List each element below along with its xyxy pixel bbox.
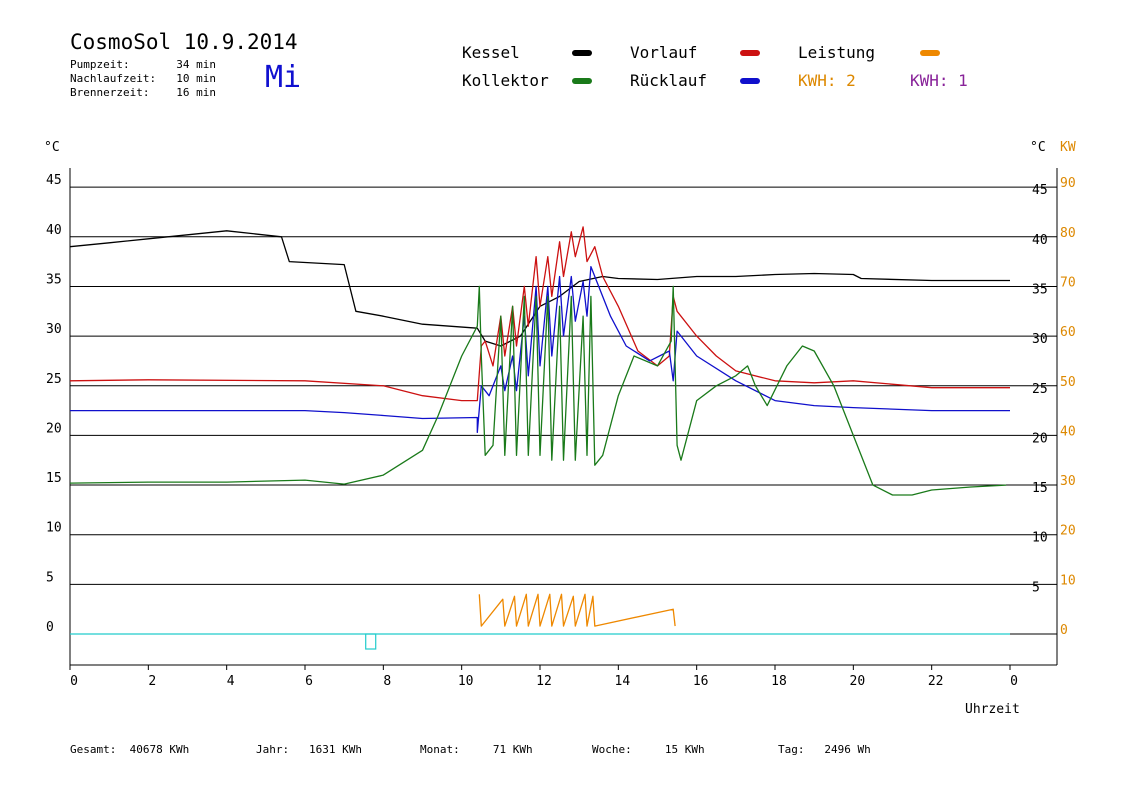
x-tick-label: 0 — [1010, 674, 1018, 689]
x-tick-label: 18 — [771, 674, 787, 689]
legend-kollektor-swatch — [572, 78, 592, 84]
legend-kollektor: Kollektor — [462, 71, 549, 90]
weekday-label: Mi — [265, 60, 302, 95]
legend-leistung-swatch — [920, 50, 940, 56]
y-tick-label-left: 25 — [46, 372, 62, 387]
series-line-vorlauf — [69, 226, 1010, 402]
x-tick-label: 12 — [536, 674, 552, 689]
y-tick-label-left: 35 — [46, 272, 62, 287]
legend-vorlauf: Vorlauf — [630, 43, 698, 62]
kw-unit-label: KW — [1060, 140, 1076, 155]
y-tick-label-kw: 70 — [1060, 275, 1076, 290]
kwh-left-label: KWH: 2 — [798, 71, 856, 90]
x-tick-label: 10 — [458, 674, 474, 689]
series-line-leistung — [478, 593, 676, 627]
y-tick-label-left: 10 — [46, 521, 62, 536]
footer-woche: Woche: 15 KWh — [592, 743, 705, 756]
footer-jahr: Jahr: 1631 KWh — [256, 743, 362, 756]
x-tick-label: 6 — [305, 674, 313, 689]
footer-tag: Tag: 2496 Wh — [778, 743, 871, 756]
info-row-nachlaufzeit: Nachlaufzeit: 10 min — [70, 72, 216, 85]
legend-vorlauf-swatch — [740, 50, 760, 56]
y-tick-label-left: 30 — [46, 322, 62, 337]
x-tick-label: 2 — [148, 674, 156, 689]
x-tick-label: 8 — [383, 674, 391, 689]
series-line-kollektor — [69, 285, 1007, 496]
legend-ruecklauf: Rücklauf — [630, 71, 708, 90]
y-tick-label-left: 15 — [46, 471, 62, 486]
y-tick-label-right: 10 — [1032, 531, 1048, 546]
y-tick-label-right: 40 — [1032, 233, 1048, 248]
y-tick-label-right: 25 — [1032, 382, 1048, 397]
footer-monat: Monat: 71 KWh — [420, 743, 533, 756]
footer-gesamt: Gesamt: 40678 KWh — [70, 743, 190, 756]
y-tick-label-right: 45 — [1032, 183, 1048, 198]
y-tick-label-right: 35 — [1032, 282, 1048, 297]
y-tick-label-kw: 80 — [1060, 226, 1076, 241]
left-unit-label: °C — [44, 140, 60, 155]
y-tick-label-left: 5 — [46, 570, 54, 585]
y-tick-label-left: 45 — [46, 173, 62, 188]
legend-ruecklauf-swatch — [740, 78, 760, 84]
y-tick-label-kw: 0 — [1060, 623, 1068, 638]
y-tick-label-right: 5 — [1032, 580, 1040, 595]
chart-title: CosmoSol 10.9.2014 — [70, 30, 298, 54]
legend-leistung: Leistung — [798, 43, 876, 62]
right-unit-label: °C — [1030, 140, 1046, 155]
info-row-pumpzeit: Pumpzeit: 34 min — [70, 58, 216, 71]
y-tick-label-kw: 20 — [1060, 524, 1076, 539]
y-tick-label-kw: 50 — [1060, 375, 1076, 390]
time-marker — [365, 633, 377, 650]
x-axis-label: Uhrzeit — [965, 702, 1020, 717]
x-tick-label: 22 — [928, 674, 944, 689]
x-tick-label: 14 — [615, 674, 631, 689]
y-tick-label-kw: 60 — [1060, 325, 1076, 340]
x-tick-label: 0 — [70, 674, 78, 689]
y-tick-label-right: 20 — [1032, 431, 1048, 446]
series-line-kessel — [69, 230, 1010, 347]
y-tick-label-kw: 30 — [1060, 474, 1076, 489]
x-tick-label: 16 — [693, 674, 709, 689]
series-line-rcklauf — [70, 265, 1010, 434]
y-tick-label-kw: 40 — [1060, 424, 1076, 439]
kwh-right-label: KWH: 1 — [910, 71, 968, 90]
x-tick-label: 20 — [850, 674, 866, 689]
legend-kessel-swatch — [572, 50, 592, 56]
y-tick-label-left: 20 — [46, 421, 62, 436]
y-tick-label-kw: 10 — [1060, 573, 1076, 588]
legend-kessel: Kessel — [462, 43, 520, 62]
y-tick-label-left: 40 — [46, 223, 62, 238]
y-tick-label-right: 30 — [1032, 332, 1048, 347]
y-tick-label-kw: 90 — [1060, 176, 1076, 191]
x-tick-label: 4 — [227, 674, 235, 689]
y-tick-label-left: 0 — [46, 620, 54, 635]
info-row-brennerzeit: Brennerzeit: 16 min — [70, 86, 216, 99]
y-tick-label-right: 15 — [1032, 481, 1048, 496]
